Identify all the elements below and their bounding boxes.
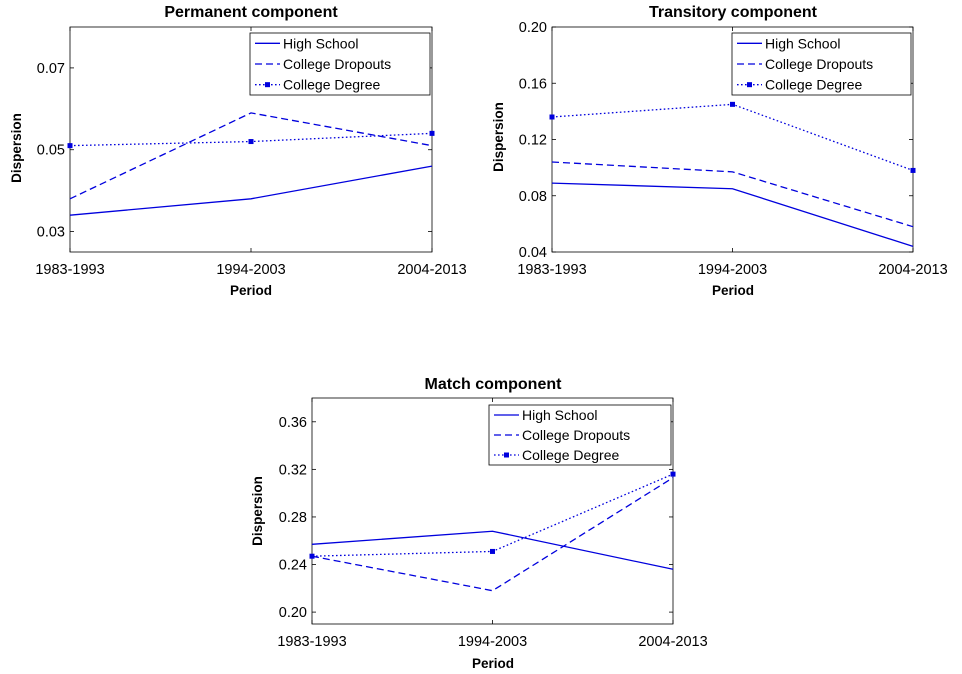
legend-label: College Dropouts — [283, 56, 391, 72]
y-tick-label: 0.28 — [279, 510, 307, 526]
x-tick-label: 1994-2003 — [458, 634, 527, 650]
plot-area: 0.20 0.24 0.28 0.32 0.36 1983-1993 1994-2003 20… — [277, 397, 708, 650]
x-tick-label: 2004-2013 — [638, 634, 707, 650]
panel-permanent: Permanent component Period Dispersion 0.… — [9, 4, 467, 298]
y-axis-label: Dispersion — [250, 476, 265, 546]
y-tick-label: 0.07 — [37, 61, 65, 77]
x-tick-label: 1983-1993 — [277, 634, 346, 650]
data-point — [730, 101, 735, 107]
x-tick-label: 2004-2013 — [397, 262, 466, 278]
legend-label: College Dropouts — [765, 56, 873, 72]
y-tick-label: 0.05 — [37, 143, 65, 159]
y-tick-label: 0.12 — [519, 133, 547, 149]
x-axis-label: Period — [712, 283, 754, 298]
x-tick-label: 1983-1993 — [517, 262, 586, 278]
y-tick-label: 0.20 — [279, 605, 307, 621]
y-tick-label: 0.36 — [279, 415, 307, 431]
data-point — [309, 553, 315, 559]
legend-box — [488, 404, 672, 466]
x-tick-label: 2004-2013 — [878, 262, 947, 278]
legend-label: College Degree — [522, 447, 619, 463]
y-tick-label: 0.20 — [519, 20, 547, 36]
series-line — [551, 161, 914, 228]
x-tick-label: 1983-1993 — [35, 262, 104, 278]
data-point — [670, 471, 676, 477]
series-line — [311, 530, 674, 570]
y-tick-label: 0.24 — [279, 558, 307, 574]
y-axis-label: Dispersion — [491, 102, 506, 172]
chart-title: Transitory component — [649, 4, 818, 21]
chart-title: Permanent component — [164, 4, 338, 21]
x-axis-label: Period — [230, 283, 272, 298]
series-line — [69, 165, 433, 216]
data-point — [910, 167, 916, 173]
legend-marker — [265, 82, 270, 88]
legend-marker — [504, 452, 509, 458]
series-line — [551, 182, 914, 247]
legend-label: College Dropouts — [522, 427, 630, 443]
data-point — [549, 114, 555, 120]
data-point — [248, 139, 254, 145]
y-tick-label: 0.32 — [279, 462, 307, 478]
x-axis-label: Period — [472, 656, 514, 671]
legend-label: College Degree — [283, 77, 380, 93]
data-point — [429, 130, 435, 136]
legend-label: High School — [522, 407, 598, 423]
legend-label: High School — [283, 35, 359, 51]
legend-marker — [747, 82, 752, 88]
y-tick-label: 0.03 — [37, 225, 65, 241]
legend-label: College Degree — [765, 77, 862, 93]
series-line — [311, 473, 674, 557]
plot-area: 0.03 0.05 0.07 1983-1993 1994-2003 2004-2013 H… — [35, 26, 467, 278]
legend-label: High School — [765, 35, 841, 51]
data-point — [67, 143, 73, 149]
y-tick-label: 0.16 — [519, 76, 547, 92]
panel-match: Match component Period Dispersion 0.200.… — [250, 376, 708, 671]
y-tick-label: 0.08 — [519, 189, 547, 205]
series-line — [311, 477, 674, 592]
plot-area: 0.04 0.08 0.12 0.16 0.20 1983-1993 1994-2003 20… — [517, 20, 947, 278]
data-point — [490, 548, 495, 554]
series-line — [69, 112, 433, 200]
series-line — [551, 103, 914, 172]
panel-transitory: Transitory component Period Dispersion 0… — [491, 4, 948, 298]
y-tick-label: 0.04 — [519, 245, 547, 261]
chart-title: Match component — [425, 376, 563, 393]
x-tick-label: 1994-2003 — [698, 262, 767, 278]
y-axis-label: Dispersion — [9, 113, 24, 183]
x-tick-label: 1994-2003 — [216, 262, 285, 278]
